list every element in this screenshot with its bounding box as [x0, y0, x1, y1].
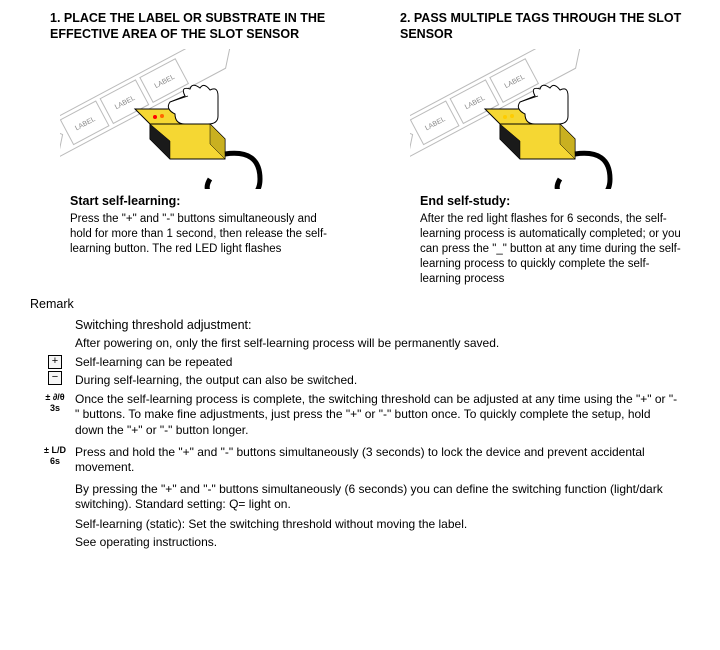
step-1: 1. PLACE THE LABEL OR SUBSTRATE IN THE E…: [20, 10, 350, 286]
remark-row-5: By pressing the "+" and "-" buttons simu…: [20, 482, 700, 513]
steps-container: 1. PLACE THE LABEL OR SUBSTRATE IN THE E…: [20, 10, 700, 286]
minus-button-icon: −: [48, 371, 62, 385]
step-2-subtitle: End self-study:: [370, 193, 700, 209]
step-1-subtitle: Start self-learning:: [20, 193, 350, 209]
remark-text-2: During self-learning, the output can als…: [75, 373, 700, 389]
remark-row-0: After powering on, only the first self-l…: [20, 336, 700, 352]
remark-row-7: See operating instructions.: [20, 535, 700, 551]
plus-button-icon: +: [48, 355, 62, 369]
remark-subtitle: Switching threshold adjustment:: [75, 317, 700, 333]
remark-block: Switching threshold adjustment:: [20, 317, 700, 333]
step-1-body: Press the "+" and "-" buttons simultaneo…: [20, 212, 350, 257]
remark-row-4: ± L/D 6s Press and hold the "+" and "-" …: [20, 445, 700, 476]
step-2: 2. PASS MULTIPLE TAGS THROUGH THE SLOT S…: [370, 10, 700, 286]
step-1-illustration: LABEL LABEL LABEL: [20, 49, 350, 189]
remark-text-7: See operating instructions.: [75, 535, 700, 551]
remark-text-6: Self-learning (static): Set the switchin…: [75, 517, 700, 533]
ld-6s-icon: ± L/D 6s: [35, 445, 75, 468]
step-2-illustration: LABEL LABEL LABEL: [370, 49, 700, 189]
remark-text-3: Once the self-learning process is comple…: [75, 392, 700, 439]
remark-row-3: ± ∂/θ 3s Once the self-learning process …: [20, 392, 700, 439]
remark-text-1: Self-learning can be repeated: [75, 355, 700, 371]
remark-text-4: Press and hold the "+" and "-" buttons s…: [75, 445, 700, 476]
remark-text-0: After powering on, only the first self-l…: [75, 336, 700, 352]
step-1-title: 1. PLACE THE LABEL OR SUBSTRATE IN THE E…: [20, 10, 350, 43]
remark-text-5: By pressing the "+" and "-" buttons simu…: [75, 482, 700, 513]
plus-minus-icon: + −: [35, 355, 75, 387]
theta-3s-icon: ± ∂/θ 3s: [35, 392, 75, 415]
remark-row-1: + − Self-learning can be repeated During…: [20, 355, 700, 389]
step-2-body: After the red light flashes for 6 second…: [370, 212, 700, 287]
remark-title: Remark: [20, 296, 700, 312]
remark-row-6: Self-learning (static): Set the switchin…: [20, 517, 700, 533]
step-2-title: 2. PASS MULTIPLE TAGS THROUGH THE SLOT S…: [370, 10, 700, 43]
